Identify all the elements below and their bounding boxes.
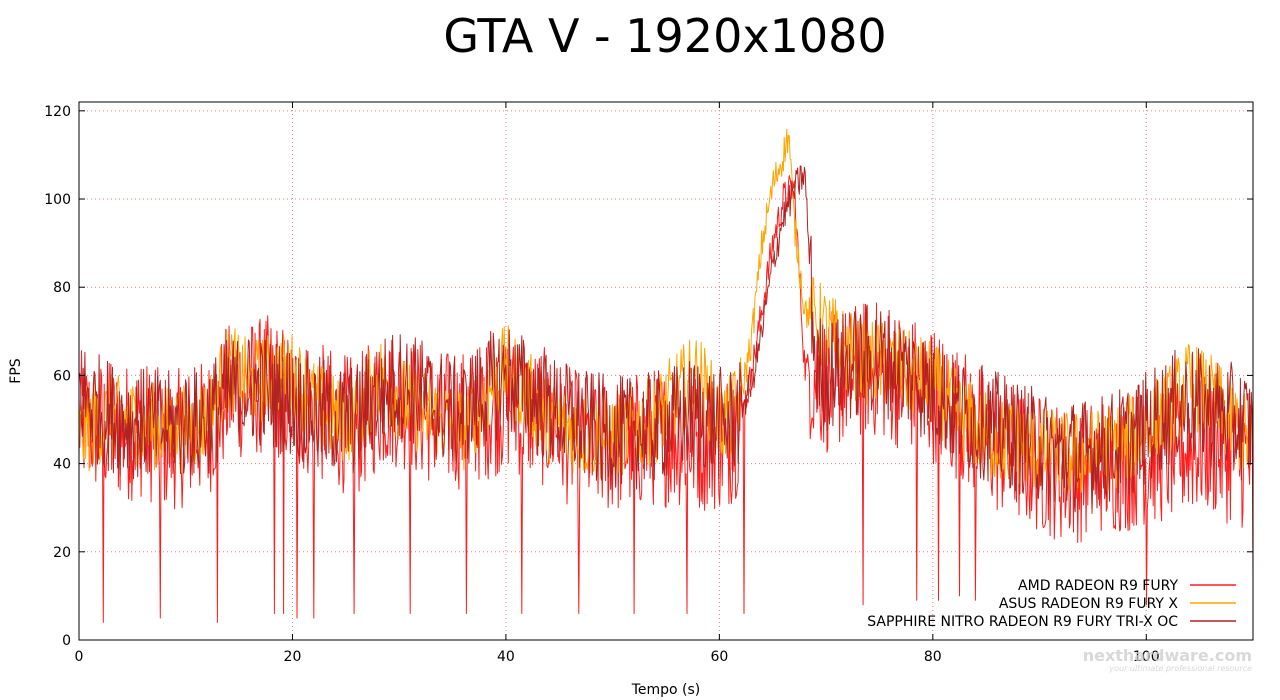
y-tick-label: 80	[53, 280, 71, 296]
series-line	[78, 165, 1254, 513]
x-tick-label: 40	[497, 649, 515, 665]
legend-label: AMD RADEON R9 FURY	[1018, 578, 1178, 594]
y-ticks: 0 20 40 60 80 100 120	[44, 104, 1253, 649]
legend-label: ASUS RADEON R9 FURY X	[999, 596, 1179, 612]
plot-frame	[78, 101, 1254, 641]
y-tick-label: 100	[44, 192, 71, 208]
legend-label: SAPPHIRE NITRO RADEON R9 FURY TRI-X OC	[867, 614, 1178, 630]
series-lines	[78, 128, 1254, 623]
watermark: nexthardware.com your ultimate professio…	[1083, 646, 1252, 673]
x-tick-label: 100	[1133, 649, 1160, 665]
x-tick-label: 0	[75, 649, 84, 665]
watermark-tagline: your ultimate professional resource	[1108, 664, 1252, 673]
y-tick-label: 40	[53, 457, 71, 473]
x-axis-label: Tempo (s)	[631, 682, 701, 698]
y-tick-label: 20	[53, 545, 71, 561]
x-tick-label: 20	[284, 649, 302, 665]
y-tick-label: 0	[62, 633, 71, 649]
y-tick-label: 120	[44, 104, 71, 120]
x-ticks: 0 20 40 60 80 100	[75, 102, 1160, 665]
chart-title: GTA V - 1920x1080	[443, 9, 886, 63]
x-tick-label: 60	[710, 649, 728, 665]
y-axis-label: FPS	[8, 358, 24, 383]
legend: AMD RADEON R9 FURY ASUS RADEON R9 FURY X S…	[867, 578, 1236, 630]
y-tick-label: 60	[53, 368, 71, 384]
x-tick-label: 80	[924, 649, 942, 665]
watermark-brand: nexthardware.com	[1083, 646, 1252, 665]
